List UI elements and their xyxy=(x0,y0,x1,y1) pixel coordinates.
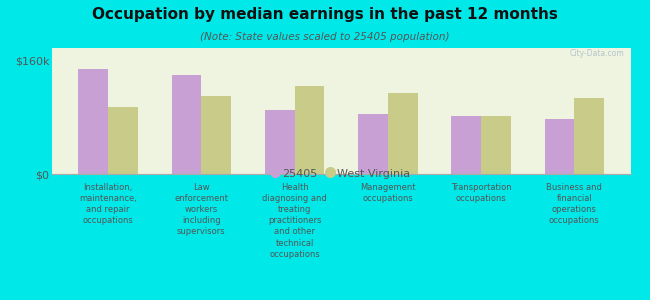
Bar xyxy=(294,85,324,174)
Bar xyxy=(265,110,294,174)
Bar xyxy=(388,93,418,174)
Bar xyxy=(202,96,231,174)
Bar xyxy=(545,119,575,174)
Bar xyxy=(481,116,511,174)
Bar xyxy=(108,107,138,174)
Bar xyxy=(78,69,108,174)
Text: City-Data.com: City-Data.com xyxy=(570,49,625,58)
Text: (Note: State values scaled to 25405 population): (Note: State values scaled to 25405 popu… xyxy=(200,32,450,41)
Bar xyxy=(358,114,388,174)
Text: Occupation by median earnings in the past 12 months: Occupation by median earnings in the pas… xyxy=(92,8,558,22)
Legend: 25405, West Virginia: 25405, West Virginia xyxy=(272,168,410,178)
Bar xyxy=(575,98,604,174)
Bar xyxy=(451,116,481,174)
Bar xyxy=(172,75,202,174)
